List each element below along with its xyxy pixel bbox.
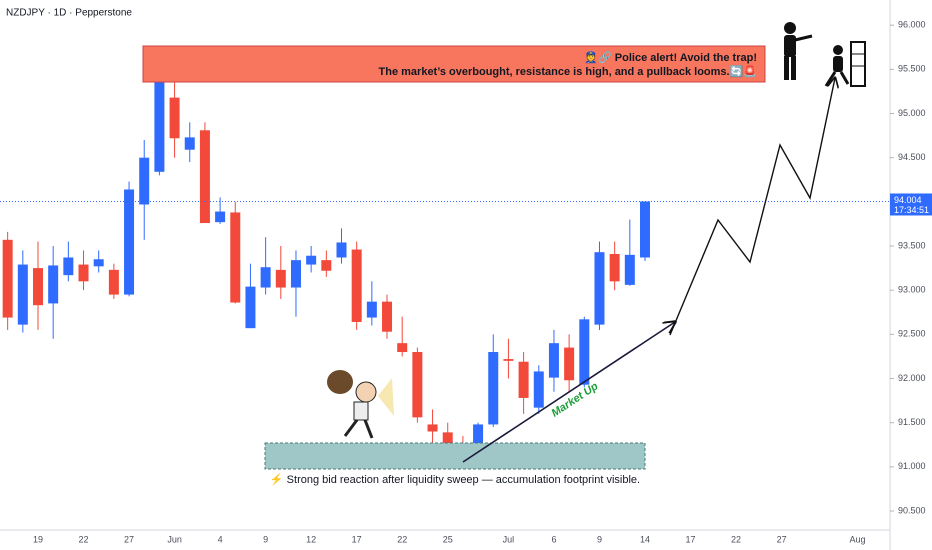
x-tick-label: Jul xyxy=(503,534,515,544)
candle-body xyxy=(609,253,620,282)
candle-body xyxy=(93,259,104,267)
candle-body xyxy=(78,264,89,282)
police-figure xyxy=(784,22,813,80)
candle-body xyxy=(564,347,575,381)
candle-body xyxy=(275,269,286,288)
x-tick-label: 9 xyxy=(597,534,602,544)
x-tick-label: 17 xyxy=(352,534,362,544)
countdown-label: 17:34:51 xyxy=(894,205,929,215)
last-price-box xyxy=(890,193,932,216)
plot xyxy=(0,69,890,463)
x-tick-label: 9 xyxy=(263,534,268,544)
candle-body xyxy=(260,267,271,288)
alert-text: The market’s overbought, resistance is h… xyxy=(379,65,757,78)
trend-line xyxy=(462,322,675,463)
candle-body xyxy=(184,137,195,150)
x-tick-label: 4 xyxy=(218,534,223,544)
candle-body xyxy=(442,432,453,451)
candle-body xyxy=(640,201,650,258)
y-tick-label: 92.000 xyxy=(898,373,926,383)
y-tick-label: 95.000 xyxy=(898,108,926,118)
x-tick-label: 6 xyxy=(551,534,556,544)
y-tick-label: 95.500 xyxy=(898,64,926,74)
candle-body xyxy=(139,157,150,205)
y-tick-label: 93.000 xyxy=(898,285,926,295)
candle-body xyxy=(321,260,332,271)
y-tick-label: 90.500 xyxy=(898,505,926,515)
candle-body xyxy=(548,343,559,378)
last-price-label: 94.004 xyxy=(894,195,922,205)
candle-body xyxy=(488,352,499,425)
y-tick-label: 91.000 xyxy=(898,461,926,471)
alert-box xyxy=(142,45,766,83)
robber-figure xyxy=(327,370,394,439)
candle-body xyxy=(154,79,165,172)
x-tick-label: 22 xyxy=(79,534,89,544)
candle-body xyxy=(382,301,393,332)
candle-body xyxy=(473,424,484,455)
chart-title: NZDJPY · 1D · Pepperstone xyxy=(6,8,132,19)
accumulation-zone xyxy=(264,442,646,470)
candle-body xyxy=(579,319,590,385)
candle-body xyxy=(17,264,28,325)
candle-body xyxy=(48,265,59,304)
candle-body xyxy=(124,189,135,295)
alert-title: 👮🔗 Police alert! Avoid the trap! xyxy=(584,50,757,64)
projection-path xyxy=(669,78,835,336)
x-tick-label: 14 xyxy=(640,534,650,544)
candle-body xyxy=(533,371,544,408)
candle-body xyxy=(351,249,362,322)
candle-body xyxy=(63,257,74,276)
candle-body xyxy=(199,130,210,224)
y-tick-label: 91.500 xyxy=(898,417,926,427)
candle-body xyxy=(290,260,301,288)
candle-body xyxy=(412,352,423,418)
x-tick-label: 27 xyxy=(124,534,134,544)
candle-body xyxy=(215,211,226,223)
y-tick-label: 96.000 xyxy=(898,20,926,30)
candle-body xyxy=(169,97,180,139)
candle-body xyxy=(503,359,514,361)
y-tick-label: 93.500 xyxy=(898,240,926,250)
candle-body xyxy=(245,286,256,329)
x-tick-label: 19 xyxy=(33,534,43,544)
candle-body xyxy=(2,239,13,318)
candle-body xyxy=(366,301,377,318)
y-tick-label: 92.500 xyxy=(898,329,926,339)
zone-text: ⚡ Strong bid reaction after liquidity sw… xyxy=(270,473,640,486)
thief-figure xyxy=(824,41,866,87)
x-tick-label: 12 xyxy=(306,534,316,544)
candle-body xyxy=(108,269,119,295)
candle-body xyxy=(624,254,635,285)
candle-body xyxy=(336,242,347,258)
x-tick-label: 27 xyxy=(777,534,787,544)
candle-body xyxy=(594,252,605,325)
x-tick-label: 22 xyxy=(731,534,741,544)
candle-body xyxy=(230,212,241,303)
candle-body xyxy=(397,343,408,353)
candle-body xyxy=(518,361,529,398)
y-tick-label: 94.500 xyxy=(898,152,926,162)
x-tick-label: 25 xyxy=(443,534,453,544)
x-tick-label: Jun xyxy=(167,534,182,544)
candle-body xyxy=(306,255,317,265)
x-tick-label: 17 xyxy=(686,534,696,544)
x-tick-label: Aug xyxy=(849,534,865,544)
candle-body xyxy=(33,268,43,306)
x-tick-label: 22 xyxy=(397,534,407,544)
candle-body xyxy=(427,424,438,432)
